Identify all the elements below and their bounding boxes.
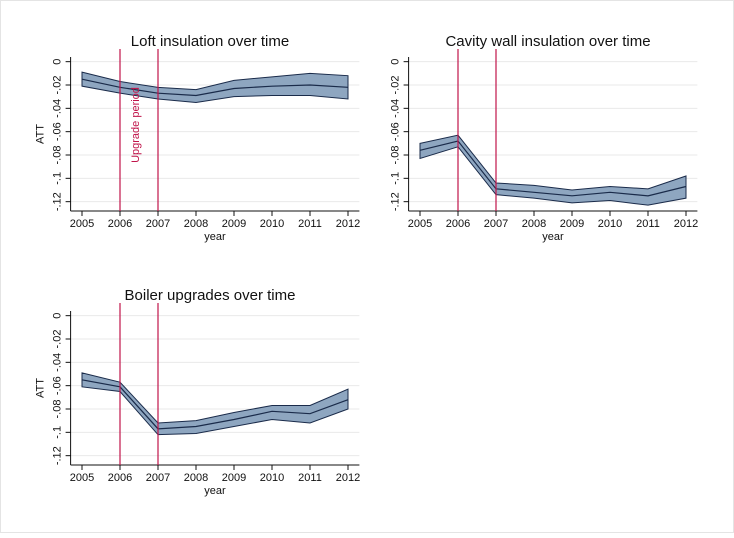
y-tick-label: -.08 (52, 400, 64, 419)
x-tick-label: 2007 (146, 472, 170, 484)
x-tick-label: 2012 (674, 218, 698, 230)
x-tick-label: 2010 (598, 218, 622, 230)
x-tick-label: 2010 (260, 472, 284, 484)
estimate-line (419, 140, 687, 197)
y-tick-label: -.04 (52, 99, 64, 118)
y-tick-label: -.08 (390, 146, 402, 165)
confidence-band (81, 71, 349, 104)
x-tick-label: 2007 (484, 218, 508, 230)
y-tick-label: -.02 (52, 330, 64, 349)
x-tick-label: 2006 (108, 472, 132, 484)
chart-title: Cavity wall insulation over time (445, 33, 650, 50)
x-tick-label: 2012 (336, 218, 360, 230)
y-tick-label: -.04 (390, 99, 402, 118)
y-tick-label: -.12 (52, 446, 64, 465)
x-tick-label: 2012 (336, 472, 360, 484)
y-tick-label: -.1 (390, 172, 402, 185)
y-tick-label: -.06 (52, 376, 64, 395)
x-tick-label: 2009 (222, 218, 246, 230)
x-tick-label: 2008 (184, 472, 208, 484)
x-tick-label: 2005 (408, 218, 432, 230)
y-tick-label: -.04 (52, 353, 64, 372)
x-axis-label: year (204, 231, 226, 243)
y-axis-label: ATT (35, 378, 47, 398)
annotation: Upgrade period (130, 87, 142, 163)
x-axis-label: year (542, 231, 564, 243)
x-tick-label: 2007 (146, 218, 170, 230)
confidence-band (419, 134, 687, 206)
y-tick-label: -.1 (52, 172, 64, 185)
x-tick-label: 2006 (446, 218, 470, 230)
x-tick-label: 2005 (70, 218, 94, 230)
y-tick-label: -.12 (52, 192, 64, 211)
estimate-line (81, 78, 349, 97)
x-tick-label: 2011 (298, 218, 322, 230)
x-tick-label: 2011 (298, 472, 322, 484)
x-tick-label: 2005 (70, 472, 94, 484)
y-tick-label: -.12 (390, 192, 402, 211)
x-tick-label: 2010 (260, 218, 284, 230)
x-tick-label: 2008 (522, 218, 546, 230)
x-tick-label: 2009 (222, 472, 246, 484)
y-tick-label: 0 (52, 59, 64, 65)
y-tick-label: -.02 (52, 76, 64, 95)
chart-title: Boiler upgrades over time (125, 287, 296, 304)
y-tick-label: -.08 (52, 146, 64, 165)
y-tick-label: -.06 (390, 122, 402, 141)
y-tick-label: -.06 (52, 122, 64, 141)
y-tick-label: -.02 (390, 76, 402, 95)
x-tick-label: 2006 (108, 218, 132, 230)
y-tick-label: 0 (390, 59, 402, 65)
x-tick-label: 2009 (560, 218, 584, 230)
x-tick-label: 2011 (636, 218, 660, 230)
y-tick-label: -.1 (52, 426, 64, 439)
estimate-line (81, 379, 349, 430)
chart-title: Loft insulation over time (131, 33, 289, 50)
y-axis-label: ATT (35, 124, 47, 144)
x-axis-label: year (204, 485, 226, 497)
x-tick-label: 2008 (184, 218, 208, 230)
y-tick-label: 0 (52, 313, 64, 319)
